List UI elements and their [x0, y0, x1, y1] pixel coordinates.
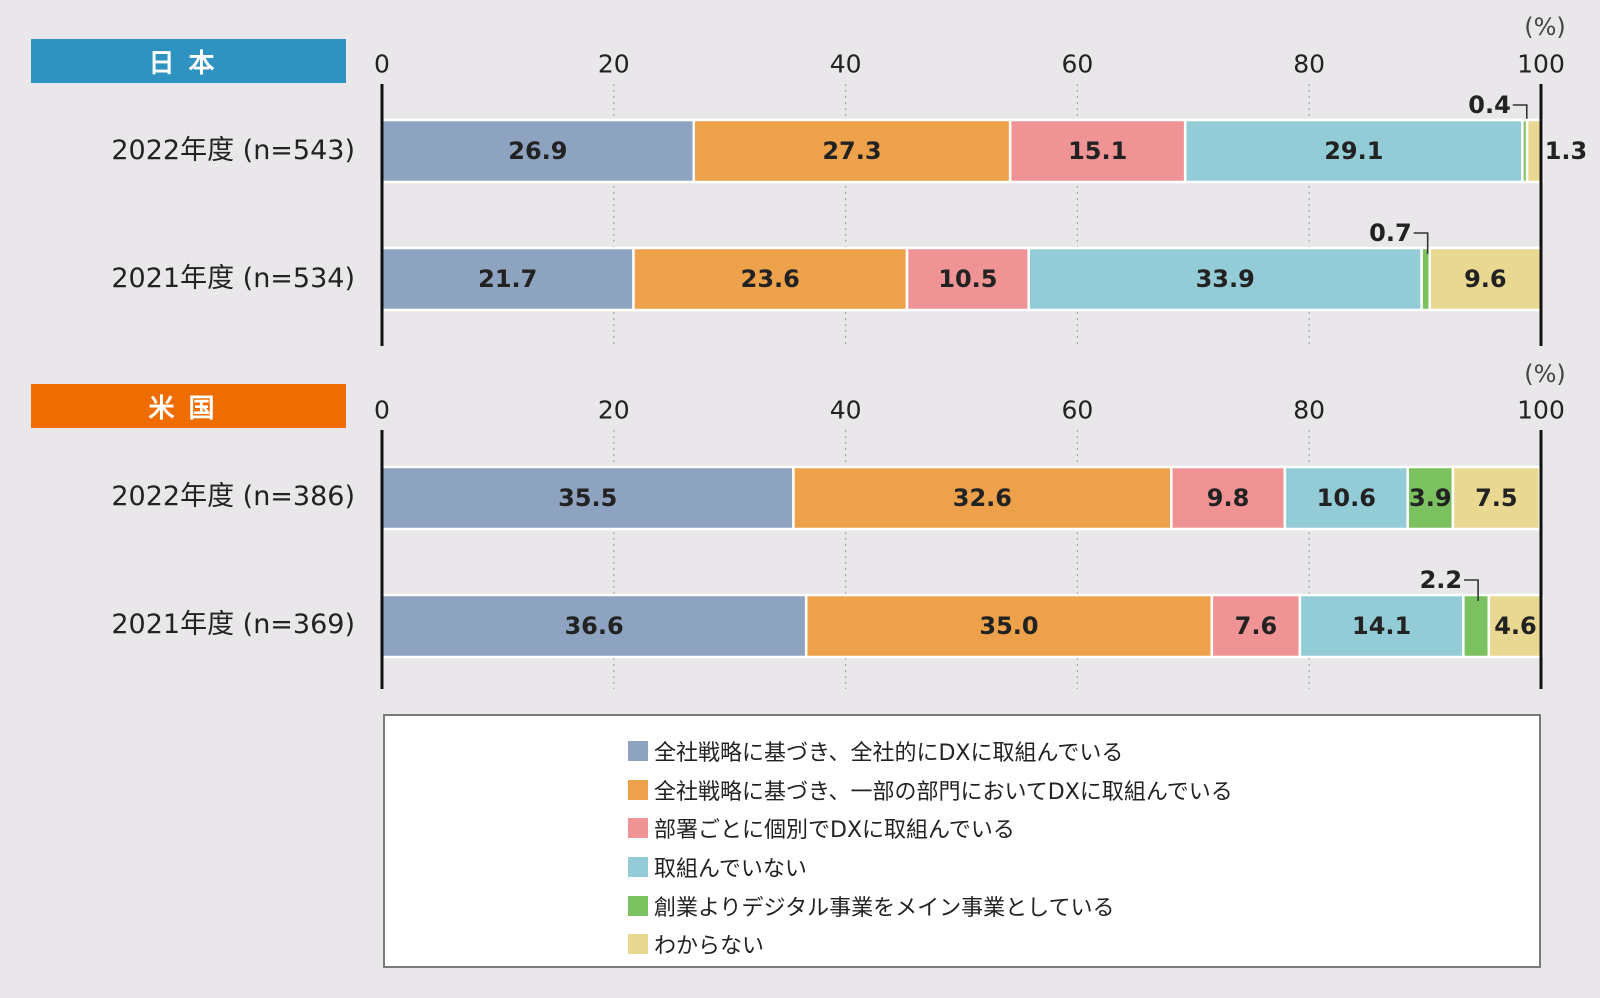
bar-segment — [1451, 465, 1542, 531]
data-label: 15.1 — [1068, 137, 1127, 165]
unit-label: (%) — [1524, 360, 1566, 388]
legend-label: わからない — [654, 934, 765, 960]
legend-item: 全社戦略に基づき、一部の部門においてDXに取組んでいる — [628, 771, 1233, 810]
legend-item: 全社戦略に基づき、全社的にDXに取組んでいる — [628, 732, 1233, 771]
data-label: 26.9 — [508, 137, 567, 165]
row-label-us-2021: 2021年度 (n=369) — [111, 609, 355, 640]
data-label: 4.6 — [1494, 612, 1537, 640]
data-label: 36.6 — [564, 612, 623, 640]
x-tick-label: 100 — [1517, 50, 1565, 79]
legend-label: 全社戦略に基づき、一部の部門においてDXに取組んでいる — [654, 779, 1233, 805]
data-label: 0.7 — [1369, 219, 1412, 247]
legend: 全社戦略に基づき、全社的にDXに取組んでいる 全社戦略に基づき、一部の部門におい… — [383, 714, 1541, 968]
x-tick-label: 20 — [598, 396, 630, 425]
data-label: 35.0 — [979, 612, 1038, 640]
legend-label: 全社戦略に基づき、全社的にDXに取組んでいる — [654, 741, 1124, 767]
legend-item: 創業よりデジタル事業をメイン事業としている — [628, 886, 1233, 925]
callout-line — [1413, 232, 1429, 254]
row-label-japan-2021: 2021年度 (n=534) — [111, 263, 355, 294]
x-tick-label: 80 — [1293, 50, 1325, 79]
x-tick-label: 80 — [1293, 396, 1325, 425]
legend-swatch — [628, 818, 648, 839]
row-label-us-2022: 2022年度 (n=386) — [111, 481, 355, 512]
bar-segment — [1283, 465, 1409, 531]
bar-segment — [804, 593, 1214, 659]
unit-label: (%) — [1524, 13, 1566, 41]
bar-segment — [1428, 246, 1543, 312]
data-label: 21.7 — [478, 265, 537, 293]
bar-segment — [1487, 593, 1544, 659]
x-tick-label: 20 — [598, 50, 630, 79]
bar-segment — [905, 246, 1030, 312]
legend-swatch — [628, 934, 648, 955]
data-label: 2.2 — [1420, 566, 1463, 594]
data-label: 23.6 — [741, 265, 800, 293]
bar-segment — [792, 465, 1173, 531]
bar-segment — [1027, 246, 1423, 312]
data-label: 32.6 — [953, 484, 1012, 512]
bar-segment — [1462, 593, 1491, 659]
bar-segment — [380, 593, 808, 659]
bar-segment — [380, 246, 635, 312]
x-tick-label: 100 — [1517, 396, 1565, 425]
data-label: 1.3 — [1545, 137, 1588, 165]
legend-swatch — [628, 779, 648, 800]
callout-line — [1464, 579, 1479, 601]
legend-item: 取組んでいない — [628, 848, 1233, 887]
x-tick-label: 60 — [1061, 50, 1093, 79]
data-label: 3.9 — [1409, 484, 1452, 512]
legend-item: わからない — [628, 925, 1233, 964]
data-label: 0.4 — [1468, 91, 1511, 119]
legend-list: 全社戦略に基づき、全社的にDXに取組んでいる 全社戦略に基づき、一部の部門におい… — [628, 732, 1233, 964]
data-label: 29.1 — [1324, 137, 1383, 165]
x-tick-label: 40 — [830, 396, 862, 425]
row-label-japan-2022: 2022年度 (n=543) — [111, 135, 355, 166]
data-label: 7.6 — [1235, 612, 1278, 640]
bar-segment — [1183, 118, 1524, 184]
legend-swatch — [628, 857, 648, 878]
legend-label: 取組んでいない — [654, 857, 807, 883]
legend-swatch — [628, 895, 648, 916]
data-label: 9.6 — [1464, 265, 1507, 293]
data-label: 9.8 — [1207, 484, 1250, 512]
legend-swatch — [628, 741, 648, 762]
data-label: 10.5 — [938, 265, 997, 293]
data-label: 27.3 — [822, 137, 881, 165]
data-label: 14.1 — [1352, 612, 1411, 640]
bar-segment — [380, 118, 696, 184]
bar-segment — [692, 118, 1012, 184]
x-tick-label: 0 — [374, 396, 390, 425]
x-tick-label: 40 — [830, 50, 862, 79]
x-tick-label: 0 — [374, 50, 390, 79]
legend-item: 部署ごとに個別でDXに取組んでいる — [628, 809, 1233, 848]
data-label: 35.5 — [558, 484, 617, 512]
bar-segment — [1298, 593, 1465, 659]
data-label: 33.9 — [1196, 265, 1255, 293]
legend-label: 部署ごとに個別でDXに取組んでいる — [654, 818, 1015, 844]
bar-segment — [1170, 465, 1287, 531]
bar-segment — [632, 246, 909, 312]
region-badge-japan: 日本 — [31, 39, 346, 83]
data-label: 7.5 — [1475, 484, 1518, 512]
region-badge-us: 米国 — [31, 384, 346, 428]
data-label: 10.6 — [1317, 484, 1376, 512]
x-tick-label: 60 — [1061, 396, 1093, 425]
legend-label: 創業よりデジタル事業をメイン事業としている — [654, 895, 1115, 921]
